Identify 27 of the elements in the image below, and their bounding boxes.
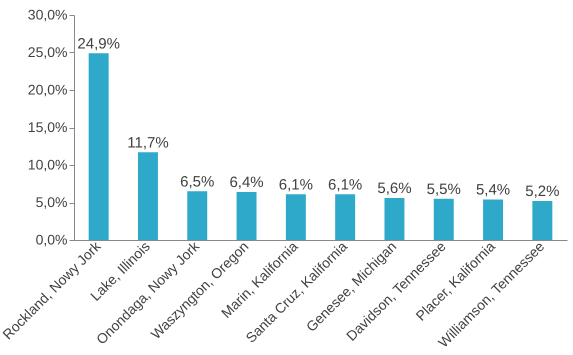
y-tick-label: 20,0% <box>28 82 68 98</box>
bar <box>286 194 306 240</box>
data-label: 5,6% <box>377 180 412 197</box>
data-label: 6,1% <box>278 176 313 194</box>
data-label: 6,4% <box>229 174 264 191</box>
bar <box>236 192 257 240</box>
data-label: 5,2% <box>525 183 560 200</box>
bar <box>483 200 504 240</box>
data-label: 5,5% <box>426 180 461 198</box>
y-tick-label: 10,0% <box>28 156 68 172</box>
y-tick-label: 25,0% <box>28 44 68 60</box>
data-label: 24,9% <box>77 35 120 52</box>
bar <box>187 191 208 240</box>
data-label: 6,5% <box>180 173 214 190</box>
bar <box>335 194 356 240</box>
bar <box>434 198 454 240</box>
data-label: 11,7% <box>127 134 169 152</box>
y-tick-label: 30,0% <box>28 6 68 22</box>
data-label: 5,4% <box>476 182 510 198</box>
data-label: 6,1% <box>328 176 362 194</box>
y-tick-label: 15,0% <box>28 119 68 135</box>
bar <box>532 201 552 240</box>
y-tick-label: 5,0% <box>36 194 68 210</box>
bar <box>88 53 109 240</box>
bar <box>138 152 158 240</box>
bar <box>384 198 404 240</box>
y-tick-label: 0,0% <box>36 232 68 248</box>
